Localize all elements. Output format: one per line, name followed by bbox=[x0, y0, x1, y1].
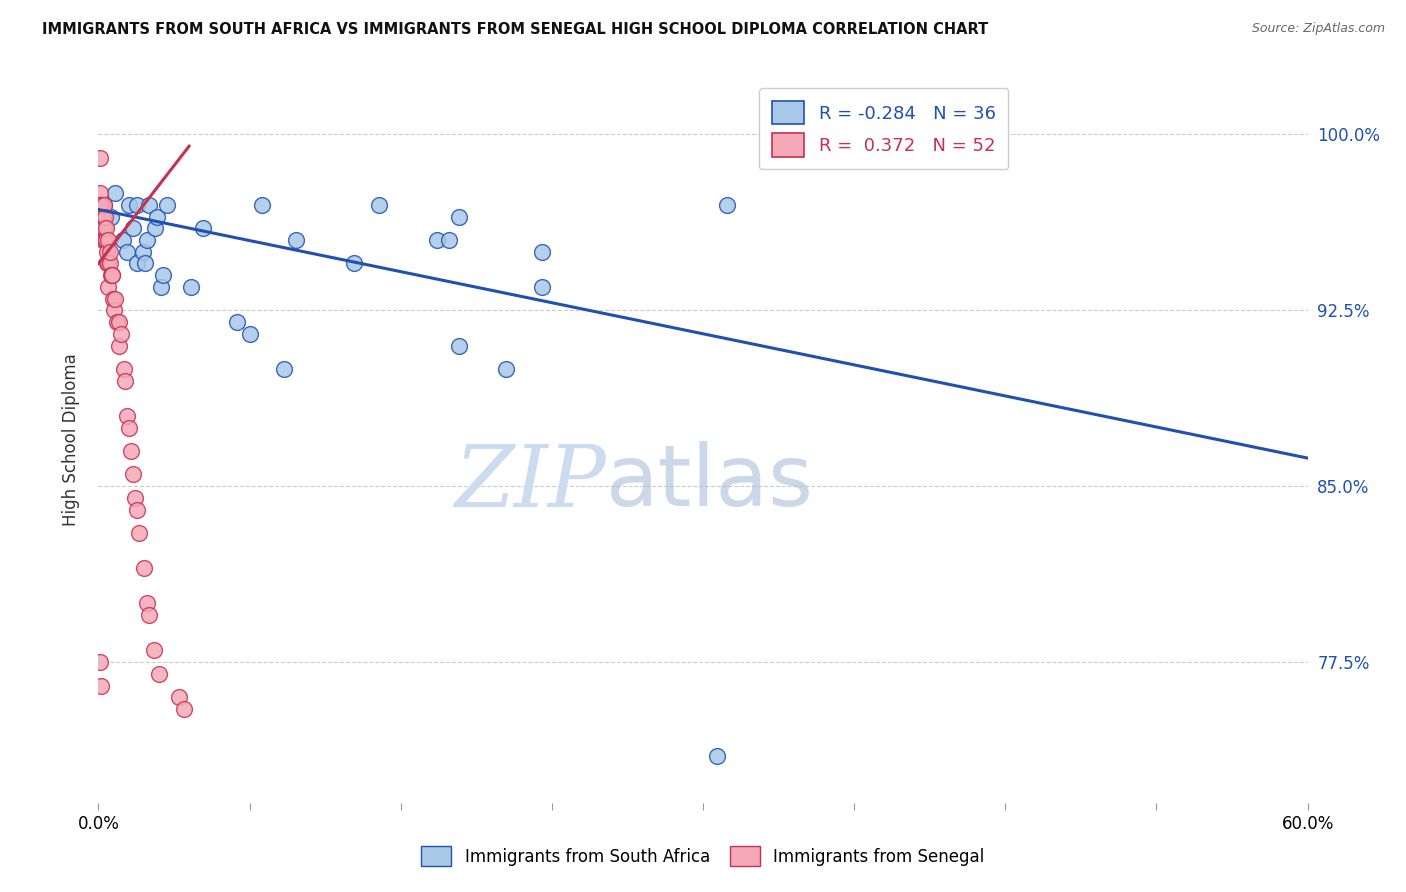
Point bbox=[97, 280, 120, 294]
Point bbox=[96, 244, 118, 259]
Legend: Immigrants from South Africa, Immigrants from Senegal: Immigrants from South Africa, Immigrants… bbox=[413, 838, 993, 875]
Point bbox=[93, 233, 115, 247]
Legend: R = -0.284   N = 36, R =  0.372   N = 52: R = -0.284 N = 36, R = 0.372 N = 52 bbox=[759, 88, 1008, 169]
Point bbox=[115, 409, 138, 423]
Point bbox=[146, 210, 169, 224]
Point bbox=[93, 198, 115, 212]
Point bbox=[103, 303, 125, 318]
Point bbox=[115, 244, 138, 259]
Point bbox=[94, 210, 117, 224]
Point bbox=[101, 292, 124, 306]
Point bbox=[120, 444, 142, 458]
Point bbox=[135, 597, 157, 611]
Point bbox=[118, 420, 141, 434]
Point bbox=[125, 256, 148, 270]
Point bbox=[97, 233, 120, 247]
Point bbox=[138, 198, 160, 212]
Point bbox=[100, 268, 122, 282]
Point bbox=[132, 561, 155, 575]
Point bbox=[107, 315, 129, 329]
Point bbox=[173, 702, 195, 716]
Point bbox=[426, 233, 449, 247]
Point bbox=[148, 666, 170, 681]
Point bbox=[93, 221, 115, 235]
Point bbox=[193, 221, 215, 235]
Point bbox=[167, 690, 190, 705]
Point bbox=[284, 233, 307, 247]
Text: IMMIGRANTS FROM SOUTH AFRICA VS IMMIGRANTS FROM SENEGAL HIGH SCHOOL DIPLOMA CORR: IMMIGRANTS FROM SOUTH AFRICA VS IMMIGRAN… bbox=[42, 22, 988, 37]
Point bbox=[100, 210, 122, 224]
Point bbox=[96, 256, 118, 270]
Point bbox=[149, 280, 172, 294]
Point bbox=[89, 186, 111, 200]
Point bbox=[91, 221, 114, 235]
Point bbox=[91, 210, 114, 224]
Point bbox=[100, 268, 122, 282]
Point bbox=[152, 268, 174, 282]
Point bbox=[112, 362, 135, 376]
Y-axis label: High School Diploma: High School Diploma bbox=[62, 353, 80, 525]
Point bbox=[121, 467, 143, 482]
Point bbox=[96, 221, 118, 235]
Point bbox=[132, 244, 155, 259]
Text: ZIP: ZIP bbox=[454, 442, 606, 524]
Point bbox=[239, 326, 262, 341]
Point bbox=[94, 233, 117, 247]
Point bbox=[250, 198, 273, 212]
Point bbox=[90, 198, 112, 212]
Point bbox=[530, 280, 553, 294]
Point bbox=[143, 221, 166, 235]
Point bbox=[98, 256, 121, 270]
Point bbox=[135, 233, 157, 247]
Point bbox=[134, 256, 156, 270]
Point bbox=[273, 362, 295, 376]
Point bbox=[180, 280, 202, 294]
Point bbox=[100, 268, 122, 282]
Point bbox=[437, 233, 460, 247]
Point bbox=[90, 679, 112, 693]
Point bbox=[367, 198, 389, 212]
Point bbox=[93, 221, 115, 235]
Point bbox=[98, 244, 121, 259]
Point bbox=[125, 502, 148, 516]
Point bbox=[226, 315, 249, 329]
Point bbox=[716, 198, 738, 212]
Point bbox=[93, 210, 115, 224]
Point bbox=[142, 643, 165, 657]
Point bbox=[105, 315, 128, 329]
Point bbox=[530, 244, 553, 259]
Point bbox=[128, 526, 150, 541]
Point bbox=[93, 198, 115, 212]
Point bbox=[90, 198, 112, 212]
Point bbox=[121, 221, 143, 235]
Point bbox=[90, 210, 112, 224]
Text: Source: ZipAtlas.com: Source: ZipAtlas.com bbox=[1251, 22, 1385, 36]
Point bbox=[103, 186, 125, 200]
Point bbox=[97, 256, 120, 270]
Point bbox=[343, 256, 366, 270]
Point bbox=[114, 374, 136, 388]
Point bbox=[449, 210, 471, 224]
Point bbox=[110, 326, 132, 341]
Point bbox=[124, 491, 146, 505]
Point bbox=[103, 292, 125, 306]
Point bbox=[89, 198, 111, 212]
Point bbox=[89, 151, 111, 165]
Point bbox=[89, 655, 111, 669]
Point bbox=[495, 362, 517, 376]
Point bbox=[118, 198, 141, 212]
Point bbox=[125, 198, 148, 212]
Point bbox=[138, 608, 160, 623]
Text: atlas: atlas bbox=[606, 442, 814, 524]
Point bbox=[96, 233, 118, 247]
Point bbox=[449, 338, 471, 352]
Point bbox=[107, 338, 129, 352]
Point bbox=[111, 233, 134, 247]
Point bbox=[706, 748, 728, 763]
Point bbox=[156, 198, 179, 212]
